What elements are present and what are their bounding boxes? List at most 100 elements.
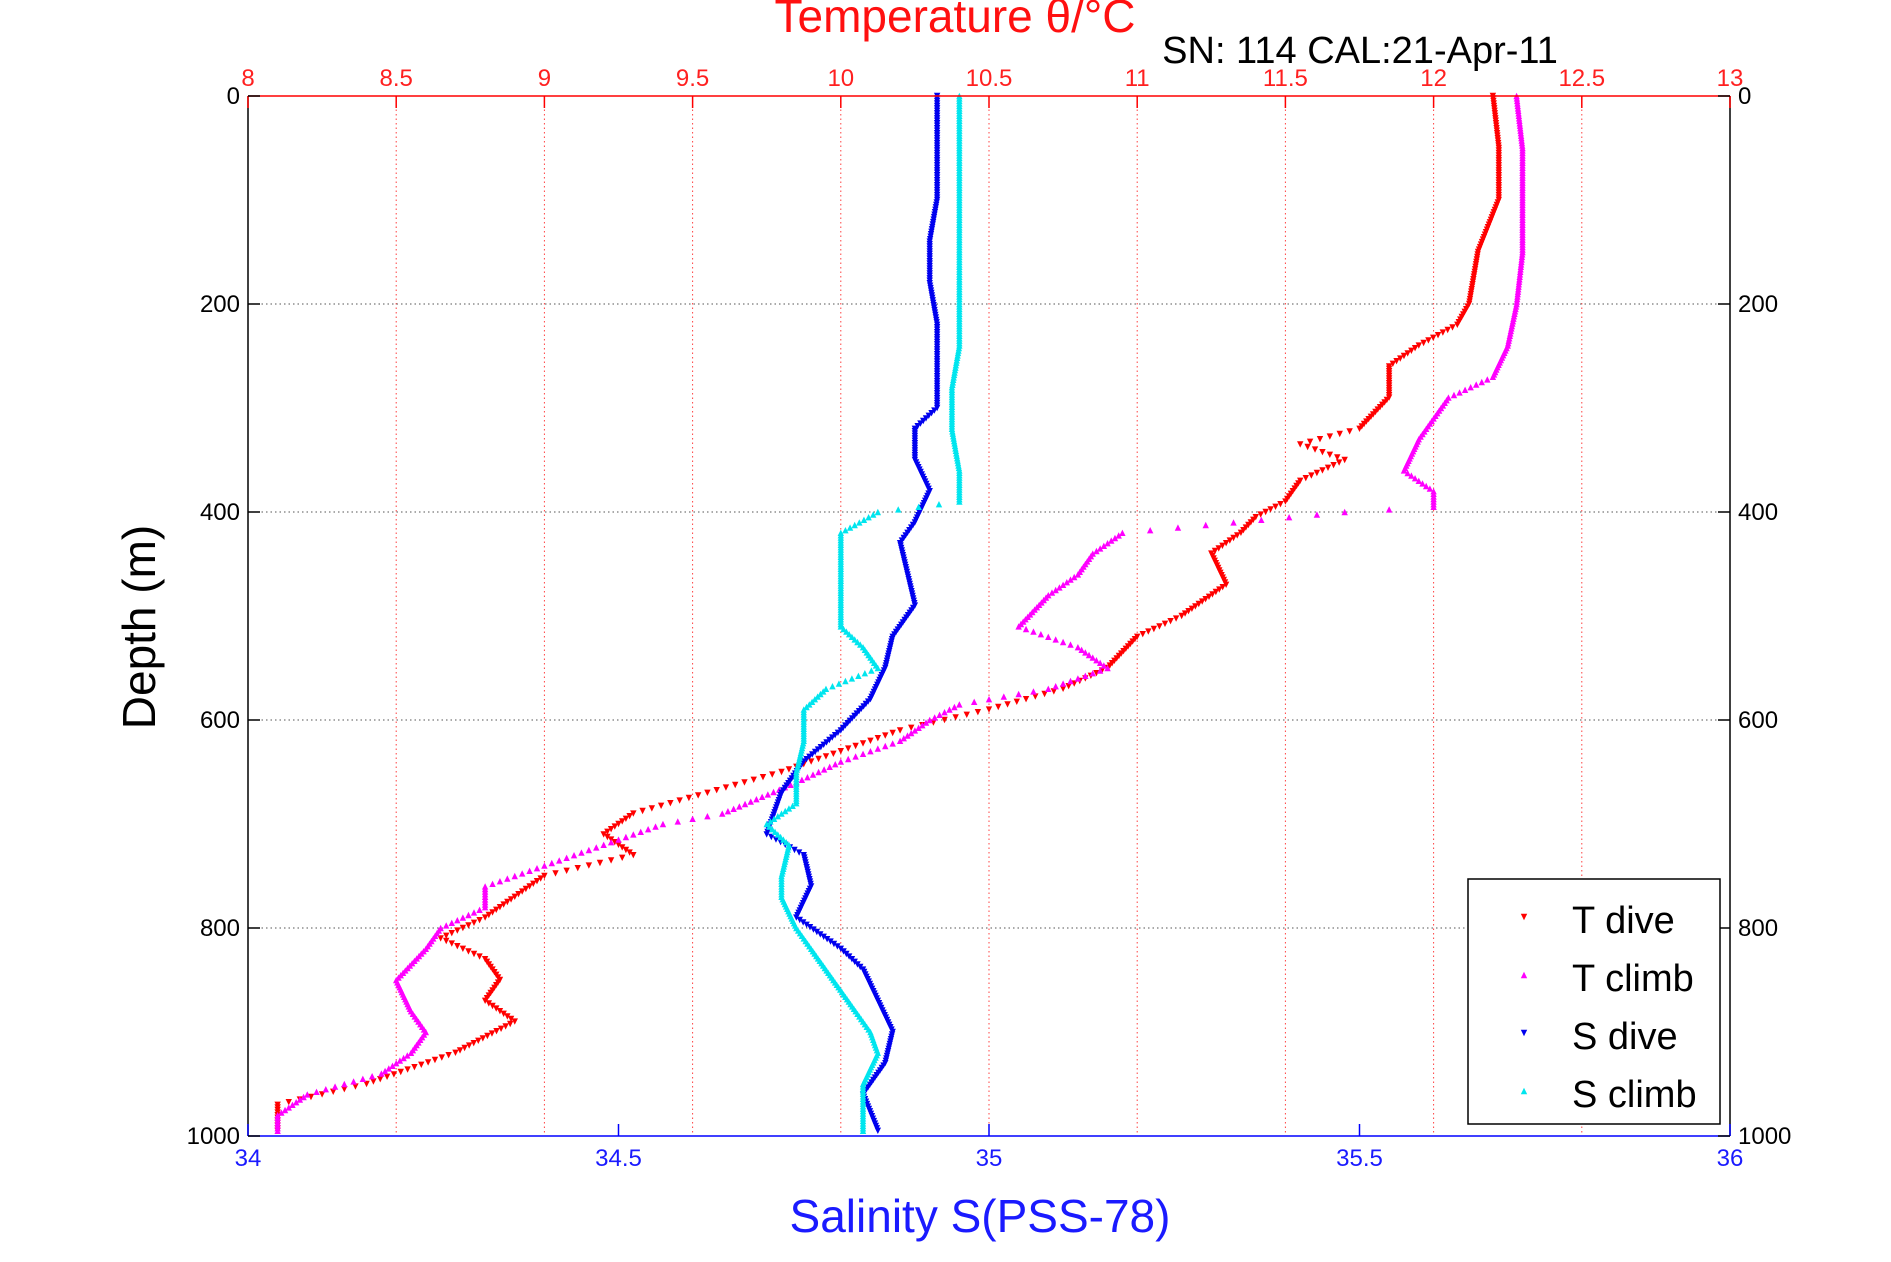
data-point bbox=[377, 1076, 384, 1083]
data-point bbox=[622, 833, 630, 841]
data-point bbox=[1304, 443, 1311, 451]
data-point bbox=[1093, 657, 1100, 664]
x-tick-label: 34 bbox=[235, 1145, 262, 1172]
data-point bbox=[445, 1052, 452, 1059]
data-point bbox=[1146, 527, 1154, 534]
data-point bbox=[600, 831, 607, 838]
data-point bbox=[793, 914, 800, 921]
data-point bbox=[1484, 376, 1491, 383]
data-point bbox=[1022, 696, 1030, 703]
data-point bbox=[400, 1054, 407, 1062]
data-point bbox=[465, 948, 472, 955]
x2-tick-label: 10 bbox=[827, 65, 854, 92]
y-tick-label-right: 800 bbox=[1738, 915, 1778, 942]
data-point bbox=[1013, 698, 1020, 705]
data-point bbox=[1439, 329, 1447, 336]
data-point bbox=[443, 922, 450, 929]
data-point bbox=[1426, 485, 1434, 492]
data-point bbox=[1205, 593, 1213, 600]
data-point bbox=[1334, 454, 1341, 461]
data-point bbox=[820, 688, 827, 695]
data-point bbox=[774, 813, 782, 820]
x2-tick-label: 12 bbox=[1420, 65, 1447, 92]
data-point bbox=[1192, 603, 1199, 610]
data-point bbox=[822, 685, 830, 692]
data-point bbox=[810, 926, 817, 933]
data-point bbox=[518, 888, 526, 895]
data-point bbox=[493, 1028, 500, 1035]
data-point bbox=[1454, 321, 1461, 328]
data-point bbox=[1419, 480, 1426, 487]
data-point bbox=[1096, 545, 1104, 552]
data-point bbox=[837, 727, 844, 734]
data-point bbox=[285, 1099, 292, 1106]
data-point bbox=[704, 789, 711, 796]
data-point bbox=[1063, 579, 1071, 586]
legend-label: T climb bbox=[1572, 958, 1694, 1000]
data-point bbox=[485, 1000, 493, 1007]
data-point bbox=[330, 1088, 337, 1095]
legend-label: S dive bbox=[1572, 1016, 1678, 1058]
data-point bbox=[837, 748, 844, 755]
data-point bbox=[526, 867, 533, 874]
data-point bbox=[1397, 355, 1404, 362]
data-point bbox=[811, 748, 819, 756]
data-point bbox=[475, 1037, 482, 1044]
data-point bbox=[845, 755, 852, 763]
data-point bbox=[1059, 638, 1067, 646]
data-point bbox=[1212, 588, 1220, 596]
data-point bbox=[533, 865, 541, 872]
data-point bbox=[911, 727, 919, 734]
y-tick-label: 1000 bbox=[187, 1123, 240, 1150]
data-point bbox=[1430, 503, 1437, 510]
data-point bbox=[1222, 581, 1230, 588]
data-point bbox=[882, 732, 889, 739]
data-point bbox=[1045, 685, 1052, 692]
data-point bbox=[785, 805, 793, 812]
data-point bbox=[630, 810, 637, 817]
data-point bbox=[747, 798, 754, 805]
data-point bbox=[793, 800, 800, 807]
data-point bbox=[1150, 625, 1158, 633]
data-point bbox=[454, 943, 461, 950]
x2-tick-label: 8.5 bbox=[380, 65, 413, 92]
data-point bbox=[874, 664, 882, 672]
data-point bbox=[1104, 540, 1111, 547]
data-point bbox=[1330, 462, 1337, 469]
data-point bbox=[1111, 534, 1119, 542]
data-point bbox=[787, 781, 794, 788]
data-point bbox=[936, 711, 943, 718]
data-point bbox=[1222, 540, 1230, 547]
data-point bbox=[1082, 649, 1089, 656]
data-point bbox=[541, 862, 548, 869]
x2-tick-label: 10.5 bbox=[966, 65, 1013, 92]
y-axis-title: Depth (m) bbox=[113, 525, 165, 729]
data-point bbox=[285, 1104, 292, 1111]
data-point bbox=[1326, 451, 1334, 458]
data-point bbox=[922, 719, 930, 726]
y-tick-label: 600 bbox=[200, 707, 240, 734]
data-point bbox=[296, 1096, 304, 1103]
data-point bbox=[1302, 475, 1309, 482]
data-point bbox=[648, 805, 656, 812]
x2-tick-label: 12.5 bbox=[1558, 65, 1605, 92]
y-tick-label-right: 1000 bbox=[1738, 1123, 1791, 1150]
data-point bbox=[1335, 459, 1343, 466]
data-point bbox=[845, 631, 853, 638]
data-point bbox=[1052, 586, 1059, 594]
data-point bbox=[1156, 623, 1163, 630]
data-point bbox=[952, 714, 959, 721]
data-point bbox=[856, 519, 863, 526]
data-point bbox=[1216, 586, 1223, 593]
data-point bbox=[484, 1032, 491, 1040]
data-point bbox=[804, 774, 811, 781]
data-point bbox=[1074, 644, 1082, 651]
data-point bbox=[604, 833, 611, 841]
data-point bbox=[851, 521, 858, 529]
data-point bbox=[637, 828, 644, 835]
data-point bbox=[1404, 350, 1411, 357]
data-point bbox=[526, 883, 533, 890]
data-point bbox=[1237, 529, 1245, 536]
data-point bbox=[278, 1109, 285, 1116]
data-point bbox=[915, 503, 922, 510]
